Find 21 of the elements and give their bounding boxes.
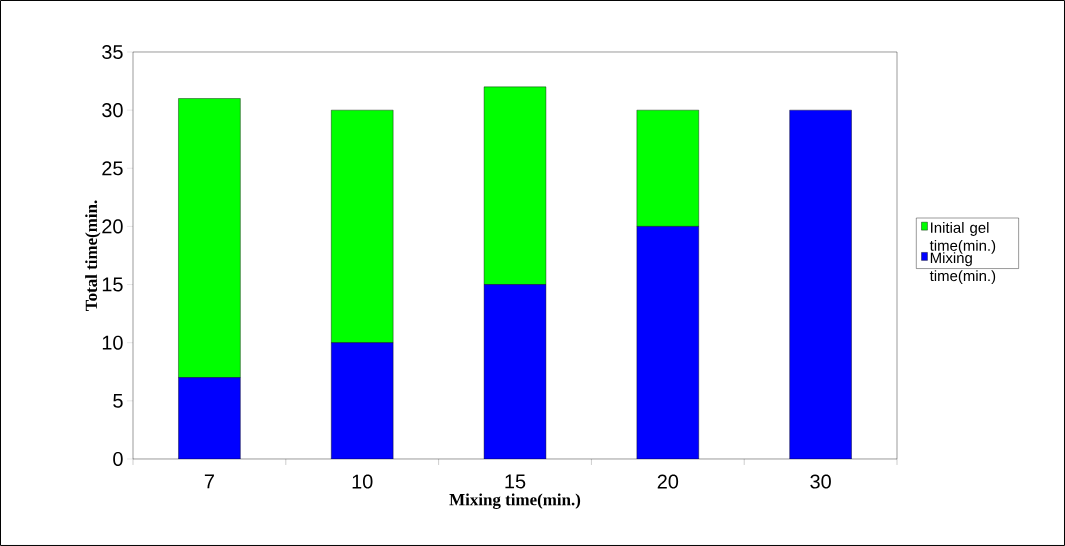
bar — [331, 342, 394, 459]
bar — [178, 377, 241, 459]
y-tick-label: 35 — [102, 44, 123, 60]
y-tick-label: 30 — [102, 103, 123, 118]
y-tick-label: 15 — [102, 277, 123, 292]
x-tick-label: 30 — [810, 474, 831, 489]
y-tick-label: 10 — [102, 335, 123, 350]
bar — [483, 284, 547, 459]
x-tick-label: 10 — [352, 474, 373, 489]
bar — [636, 226, 699, 459]
x-tick-label: 20 — [657, 474, 679, 489]
y-tick-label: 0 — [113, 451, 123, 467]
y-tick-label: 5 — [113, 393, 123, 408]
x-tick-label: 7 — [204, 474, 214, 489]
x-tick-label: 15 — [505, 474, 526, 489]
x-axis-title: Mixing time(min.) — [449, 493, 581, 509]
bar — [789, 109, 852, 459]
y-tick-label: 25 — [102, 161, 123, 176]
legend-label: Initial gel time(min.) — [929, 221, 996, 254]
y-axis-title: Total time(min. — [85, 200, 101, 311]
y-tick-label: 20 — [102, 219, 123, 234]
